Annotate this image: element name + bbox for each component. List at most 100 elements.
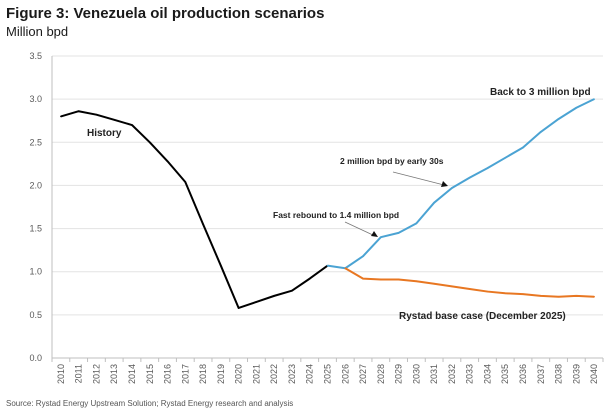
x-tick-label: 2038 xyxy=(554,364,564,384)
annotation-base-case: Rystad base case (December 2025) xyxy=(399,311,566,322)
data-point xyxy=(433,201,435,204)
x-tick-label: 2011 xyxy=(74,364,84,383)
y-tick-label: 3.0 xyxy=(29,94,42,104)
data-point xyxy=(148,141,151,144)
y-tick-label: 2.5 xyxy=(29,137,42,147)
x-tick-label: 2015 xyxy=(145,364,155,384)
data-point xyxy=(202,223,204,226)
data-point xyxy=(575,106,578,109)
data-point xyxy=(397,232,400,234)
data-point xyxy=(362,277,364,280)
x-tick-label: 2031 xyxy=(429,364,439,384)
data-point xyxy=(575,295,578,297)
data-point xyxy=(468,176,471,179)
data-point xyxy=(255,301,258,303)
data-point xyxy=(60,115,62,118)
x-tick-label: 2040 xyxy=(589,364,599,384)
arrowhead-icon xyxy=(371,231,378,237)
x-tick-label: 2033 xyxy=(465,364,475,384)
data-point xyxy=(291,289,293,292)
data-point xyxy=(593,295,595,298)
x-tick-label: 2030 xyxy=(411,364,421,384)
x-tick-label: 2019 xyxy=(216,364,226,384)
y-tick-label: 2.0 xyxy=(29,180,42,190)
x-tick-label: 2036 xyxy=(518,364,528,384)
data-point xyxy=(557,118,560,120)
data-point xyxy=(380,278,382,281)
arrowhead-icon xyxy=(441,181,448,187)
data-point xyxy=(504,157,507,159)
annotation-history: History xyxy=(87,128,122,139)
data-point xyxy=(557,295,560,298)
x-tick-label: 2017 xyxy=(180,364,190,384)
x-tick-label: 2039 xyxy=(571,364,581,384)
x-tick-label: 2032 xyxy=(447,364,457,384)
data-point xyxy=(451,285,453,288)
data-point xyxy=(131,124,133,126)
data-point xyxy=(308,277,311,280)
data-point xyxy=(273,295,275,297)
annotation-back-to-3: Back to 3 million bpd xyxy=(490,87,591,98)
data-point xyxy=(166,160,169,163)
data-point xyxy=(344,267,347,270)
data-point xyxy=(184,181,187,183)
x-tick-label: 2012 xyxy=(91,364,101,384)
data-point xyxy=(522,293,524,295)
chart-unit-label: Million bpd xyxy=(6,24,69,39)
history-line xyxy=(60,110,329,309)
data-point xyxy=(539,295,542,297)
x-tick-label: 2037 xyxy=(536,364,546,384)
data-point xyxy=(77,110,80,113)
x-tick-label: 2023 xyxy=(287,364,297,384)
x-tick-label: 2035 xyxy=(500,364,510,384)
data-point xyxy=(433,282,435,285)
annotation-arrow xyxy=(392,171,445,186)
fast-rebound-scenario-line xyxy=(327,98,595,270)
data-point xyxy=(380,236,382,238)
y-tick-label: 0.5 xyxy=(29,310,42,320)
x-tick-label: 2021 xyxy=(251,364,261,384)
x-tick-label: 2028 xyxy=(376,364,386,384)
y-tick-label: 1.5 xyxy=(29,224,42,234)
y-tick-label: 1.0 xyxy=(29,267,42,277)
annotation-early-30s: 2 million bpd by early 30s xyxy=(340,156,444,166)
source-note: Source: Rystad Energy Upstream Solution;… xyxy=(6,399,294,408)
x-tick-label: 2034 xyxy=(482,364,492,384)
data-point xyxy=(415,280,418,283)
data-point xyxy=(237,307,240,309)
base-case-line xyxy=(344,267,595,298)
x-tick-label: 2018 xyxy=(198,364,208,384)
chart-title: Figure 3: Venezuela oil production scena… xyxy=(6,5,325,22)
annotation-arrow xyxy=(344,221,376,237)
data-point xyxy=(362,255,364,257)
x-tick-label: 2020 xyxy=(234,364,244,384)
x-tick-label: 2024 xyxy=(305,364,315,384)
x-tick-label: 2026 xyxy=(340,364,350,384)
x-tick-label: 2016 xyxy=(163,364,173,384)
data-point xyxy=(326,264,329,267)
data-point xyxy=(504,292,507,295)
x-tick-label: 2013 xyxy=(109,364,119,384)
x-tick-label: 2025 xyxy=(323,364,333,384)
x-tick-label: 2029 xyxy=(394,364,404,384)
data-point xyxy=(113,119,116,121)
data-point xyxy=(397,278,400,281)
x-tick-label: 2022 xyxy=(269,364,279,384)
data-point xyxy=(468,288,471,290)
data-point xyxy=(522,146,524,149)
data-point xyxy=(593,98,595,100)
x-tick-label: 2027 xyxy=(358,364,368,384)
data-point xyxy=(486,167,489,169)
data-point xyxy=(95,113,98,116)
x-tick-label: 2010 xyxy=(56,364,66,384)
data-point xyxy=(486,290,489,293)
data-point xyxy=(539,131,542,133)
annotation-fast-rebound: Fast rebound to 1.4 million bpd xyxy=(273,210,399,220)
data-point xyxy=(220,264,222,267)
data-point xyxy=(451,187,453,189)
data-point xyxy=(415,222,418,225)
y-tick-label: 3.5 xyxy=(29,51,42,61)
y-tick-label: 0.0 xyxy=(29,353,42,363)
x-tick-label: 2014 xyxy=(127,364,137,384)
